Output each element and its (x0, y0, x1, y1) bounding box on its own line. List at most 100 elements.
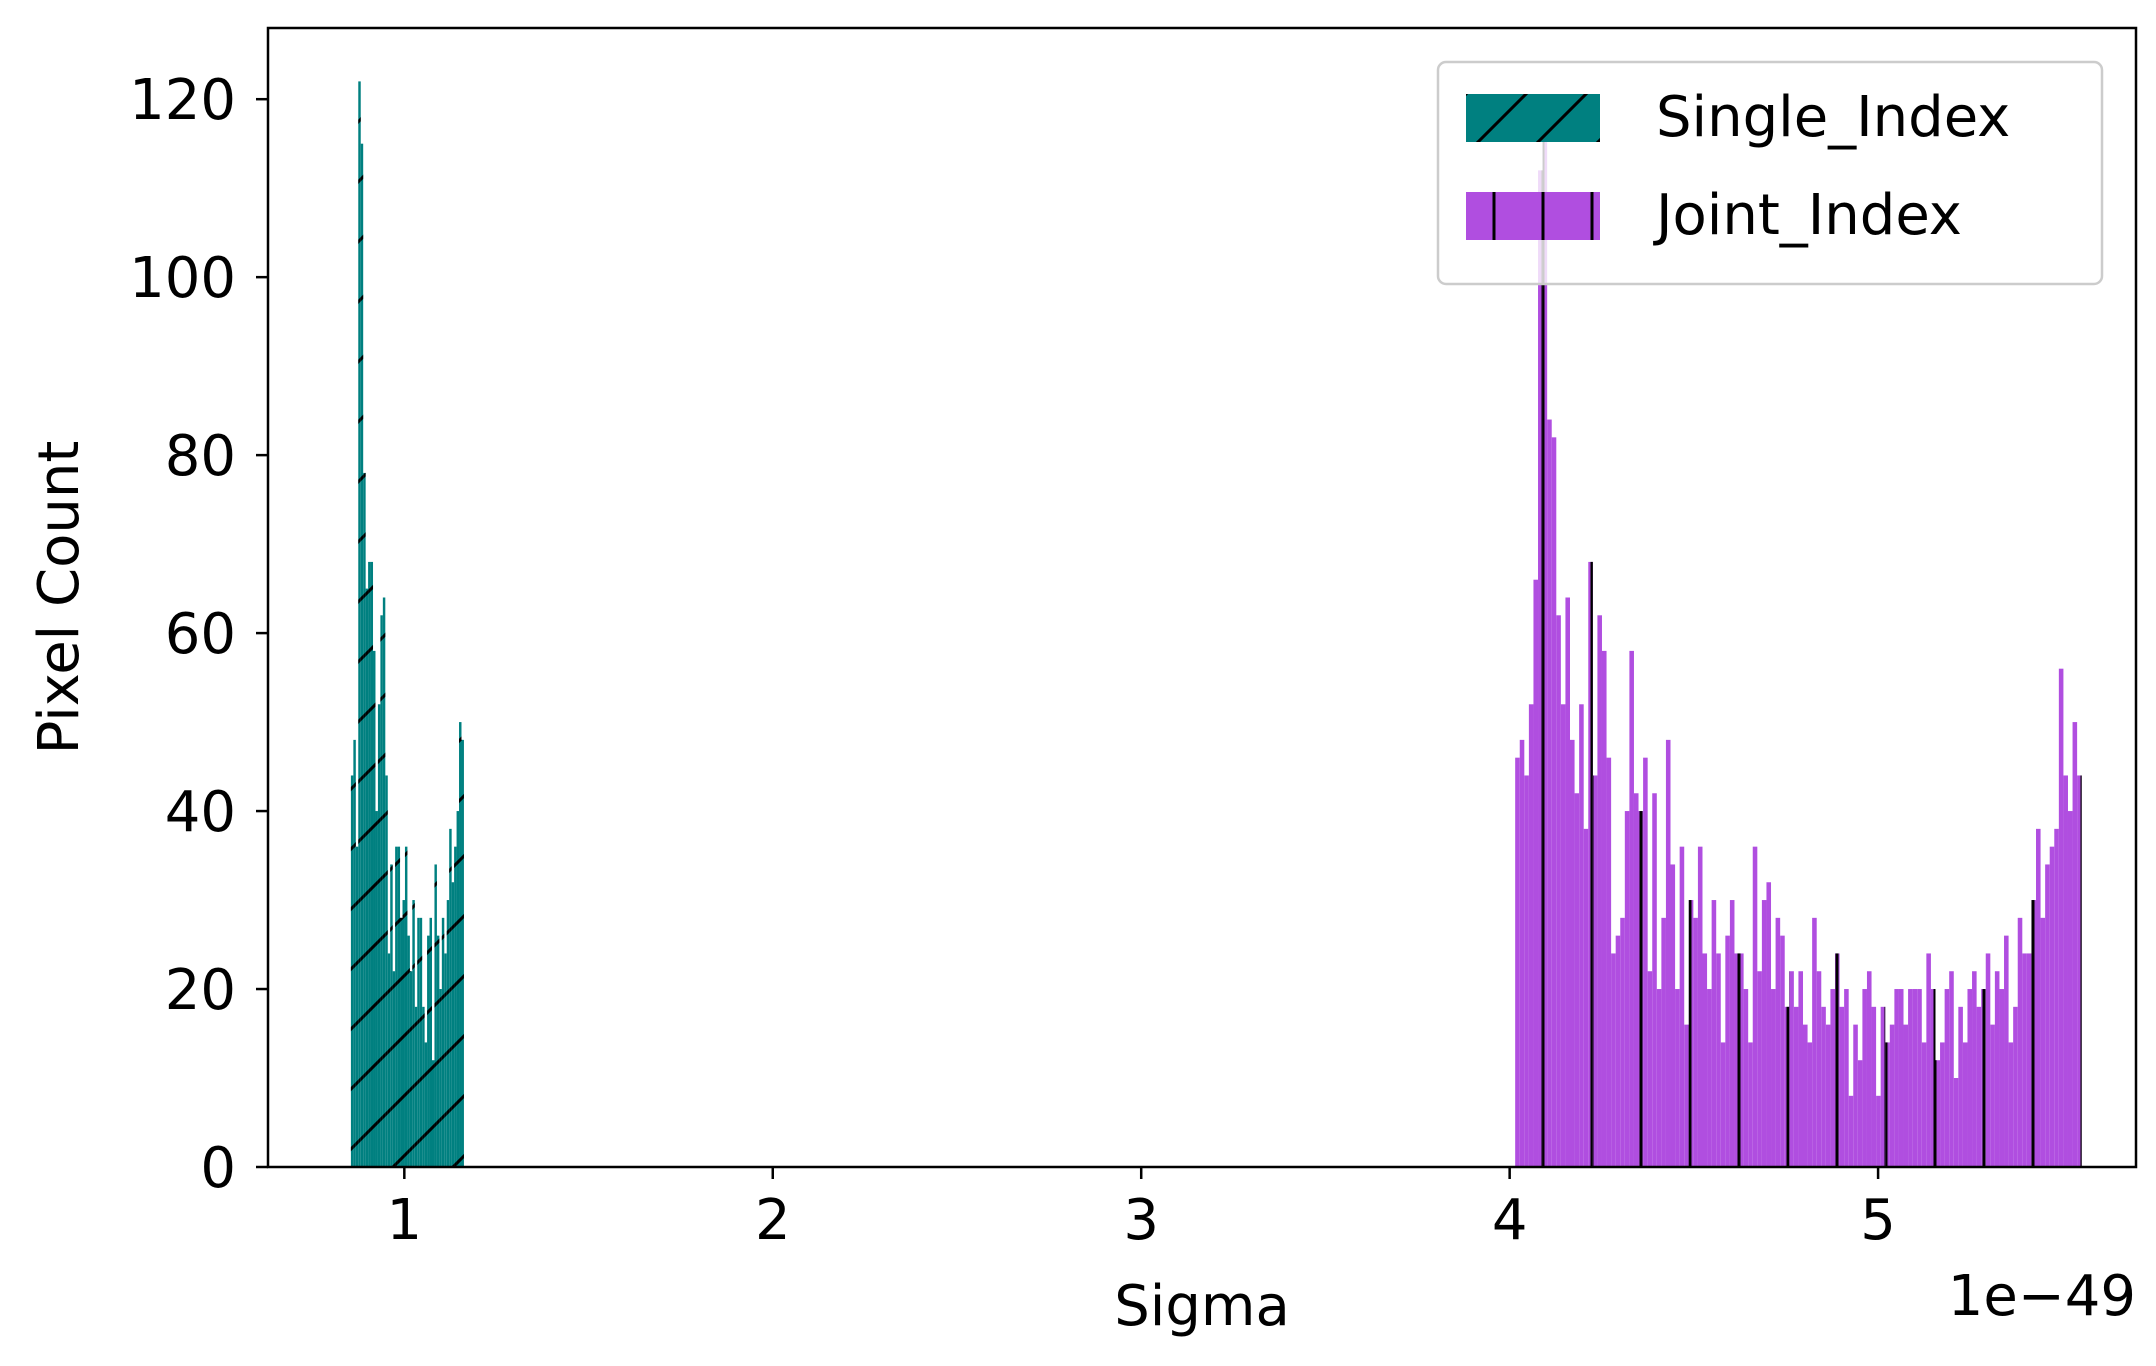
y-tick-label: 0 (200, 1136, 236, 1201)
bar-hatch (1844, 989, 1849, 1167)
bar-hatch (1661, 917, 1666, 1167)
bar-hatch (407, 935, 410, 1167)
legend-frame (1436, 60, 2104, 286)
bar-hatch (2022, 953, 2027, 1167)
bar-hatch (1579, 704, 1584, 1167)
bar-hatch (1524, 775, 1529, 1167)
bar-hatch (355, 846, 359, 1167)
bar-hatch (375, 811, 378, 1167)
bar-hatch (1972, 971, 1977, 1167)
legend-label-single-index: Single_Index (1656, 85, 2010, 150)
bar-hatch (1633, 793, 1639, 1167)
bar-hatch (353, 739, 356, 1167)
bar-hatch (1793, 1006, 1799, 1167)
bar-hatch (2054, 828, 2059, 1167)
bar-hatch (1693, 917, 1698, 1167)
bar-hatch (1624, 811, 1630, 1167)
x-tick-label: 1 (387, 1188, 423, 1253)
bar-hatch (350, 775, 354, 1167)
x-axis-offset-label: 1e−49 (1948, 1264, 2136, 1329)
bar-hatch (459, 722, 462, 1167)
bar-hatch (1803, 1024, 1808, 1167)
bar-hatch (2004, 935, 2009, 1167)
bar-hatch (1821, 1006, 1826, 1167)
bar-hatch (2031, 900, 2037, 1167)
bar-hatch (1944, 989, 1950, 1167)
bar-hatch (1748, 1042, 1753, 1167)
bar-hatch (1798, 971, 1804, 1167)
bar-hatch (2067, 811, 2073, 1167)
bar-hatch (2008, 1042, 2014, 1167)
y-tick-label: 100 (129, 246, 236, 311)
bar-hatch (1908, 989, 1913, 1167)
bar-hatch (1976, 1006, 1982, 1167)
bar-hatch (1601, 650, 1607, 1167)
bar-hatch (1547, 419, 1552, 1167)
axis-ticks: 1 2 3 4 5 0 20 40 60 80 100 120 (129, 68, 1896, 1253)
bar-hatch (2058, 668, 2064, 1167)
bar-hatch (1830, 989, 1835, 1167)
bar-hatch (1898, 989, 1904, 1167)
bar-hatch (1656, 989, 1662, 1167)
bar-hatch (1720, 1042, 1726, 1167)
bar-hatch (373, 650, 376, 1167)
bar-hatch (2063, 775, 2068, 1167)
x-tick-label: 4 (1492, 1188, 1528, 1253)
bar-hatch (404, 846, 408, 1167)
bar-hatch (1739, 953, 1744, 1167)
bar-hatch (1866, 971, 1872, 1167)
legend: Single_Index Joint_Index (1436, 60, 2104, 286)
bar-hatch (412, 900, 415, 1167)
bar-hatch (424, 1042, 428, 1167)
bar-hatch (1999, 989, 2005, 1167)
bar-hatch (436, 935, 440, 1167)
bar-hatch (1876, 1095, 1881, 1167)
bar-hatch (365, 588, 369, 1167)
bar-hatch (427, 935, 430, 1167)
x-tick-label: 3 (1123, 1188, 1159, 1253)
bar-hatch (1588, 561, 1593, 1167)
bar-hatch (2049, 846, 2055, 1167)
bar-hatch (1780, 935, 1785, 1167)
bar-hatch (1926, 953, 1931, 1167)
plot-area-frame (266, 26, 2138, 1169)
bar-hatch (1917, 989, 1922, 1167)
bar-hatch (387, 953, 391, 1167)
y-tick-label: 120 (129, 68, 236, 133)
bar-hatch (1848, 1095, 1854, 1167)
x-tick-label: 2 (755, 1188, 791, 1253)
bar-hatch (1734, 953, 1740, 1167)
bar-hatch (1707, 989, 1712, 1167)
bar-hatch (434, 864, 437, 1167)
bar-hatch (1533, 579, 1539, 1167)
bar-hatch (385, 775, 388, 1167)
bar-hatch (1560, 704, 1566, 1167)
bar-hatch (1880, 1006, 1886, 1167)
bar-hatch (1702, 953, 1708, 1167)
bar-hatch (1894, 989, 1899, 1167)
bar-hatch (1538, 170, 1543, 1167)
bar-hatch (451, 882, 455, 1167)
bar-hatch (1574, 793, 1580, 1167)
bar-hatch (1871, 1006, 1877, 1167)
bar-hatch (1729, 900, 1735, 1167)
bar-hatch (1688, 900, 1694, 1167)
bar-hatch (1652, 793, 1657, 1167)
bar-hatch (363, 472, 366, 1167)
bar-hatch (1515, 757, 1520, 1167)
bar-hatch (1834, 953, 1840, 1167)
bar-hatch (358, 81, 361, 1167)
bar-hatch (397, 846, 401, 1167)
bar-hatch (1885, 1042, 1890, 1167)
bar-hatch (444, 953, 447, 1167)
bar-hatch (1825, 1024, 1831, 1167)
bar-hatch (1766, 882, 1772, 1167)
bar-hatch (395, 846, 398, 1167)
bar-hatch (1725, 935, 1730, 1167)
bar-hatch (1743, 989, 1749, 1167)
series-joint-index (1515, 134, 2082, 1167)
y-tick-label: 20 (165, 958, 236, 1023)
bar-hatch (1775, 917, 1781, 1167)
x-axis-label: Sigma (1114, 1274, 1290, 1339)
bar-hatch (1903, 1024, 1909, 1167)
